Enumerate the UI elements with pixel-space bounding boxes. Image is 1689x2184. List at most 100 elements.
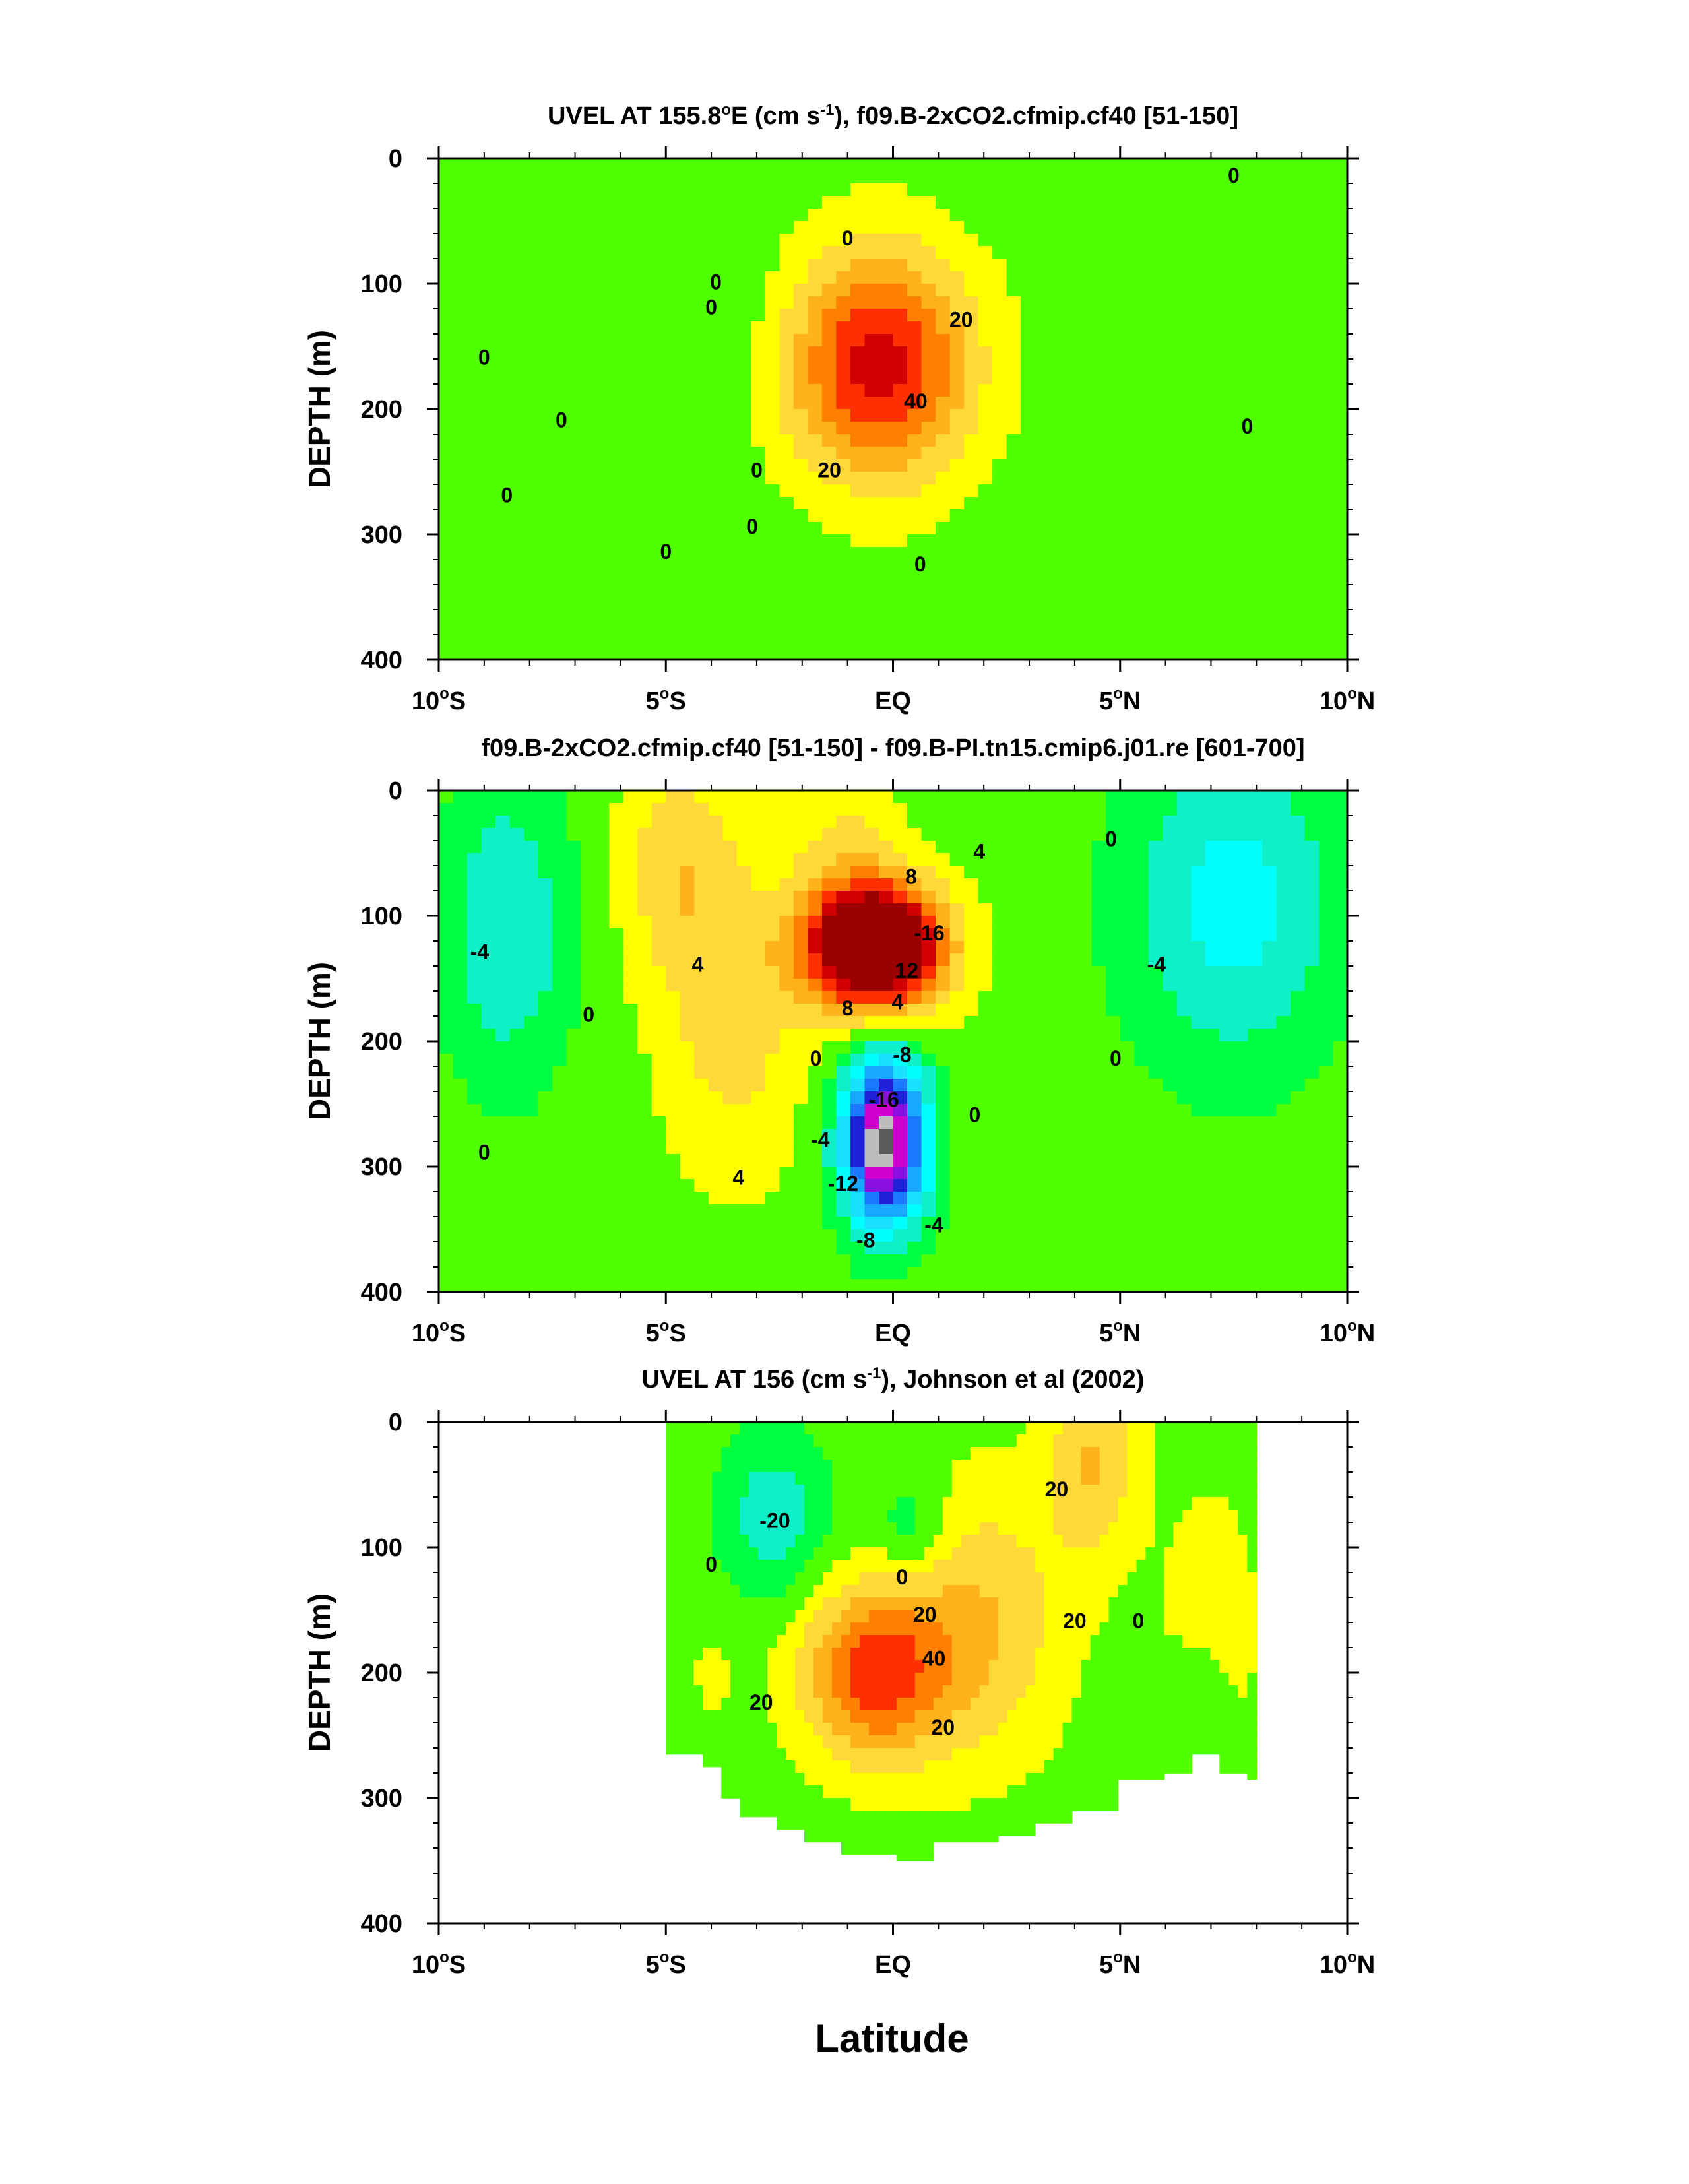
field-cell	[850, 853, 866, 866]
field-cell	[651, 484, 666, 498]
field-cell	[793, 1141, 809, 1155]
field-cell	[921, 1204, 936, 1217]
field-cell	[1191, 234, 1206, 247]
field-cell	[779, 221, 794, 234]
field-cell	[1248, 321, 1263, 335]
field-cell	[1106, 966, 1121, 979]
field-cell	[552, 841, 567, 854]
field-cell	[779, 610, 794, 623]
field-cell	[836, 1041, 851, 1054]
field-cell	[821, 816, 837, 829]
field-cell	[879, 1029, 894, 1042]
field-cell	[1290, 209, 1306, 222]
field-cell	[1091, 271, 1106, 284]
field-cell	[751, 384, 766, 397]
field-cell	[736, 790, 752, 804]
field-cell	[765, 221, 781, 234]
field-cell	[850, 790, 866, 804]
field-cell	[1035, 397, 1050, 410]
field-cell	[538, 979, 553, 992]
field-cell	[481, 484, 496, 498]
field-cell	[936, 991, 951, 1004]
field-cell	[509, 409, 525, 422]
field-cell	[893, 509, 908, 523]
field-cell	[439, 1004, 454, 1017]
field-cell	[1191, 622, 1206, 635]
field-cell	[1021, 246, 1036, 259]
field-cell	[609, 171, 624, 184]
field-cell	[524, 622, 539, 635]
field-cell	[1219, 259, 1234, 272]
field-cell	[1035, 384, 1050, 397]
field-cell	[708, 560, 724, 573]
field-cell	[808, 234, 823, 247]
field-cell	[1176, 878, 1192, 891]
field-cell	[879, 1004, 894, 1017]
field-cell	[1035, 572, 1050, 585]
field-cell	[694, 816, 709, 829]
field-cell	[949, 534, 965, 548]
field-cell	[808, 891, 823, 904]
field-cell	[495, 790, 511, 804]
field-cell	[751, 1116, 766, 1130]
field-cell	[680, 221, 695, 234]
field-cell	[992, 334, 1007, 347]
field-cell	[524, 803, 539, 816]
field-cell	[524, 1029, 539, 1042]
field-cell	[736, 371, 752, 385]
field-cell	[467, 1192, 482, 1205]
field-cell	[453, 991, 468, 1004]
field-cell	[1248, 1204, 1263, 1217]
field-cell	[978, 1029, 993, 1042]
field-cell	[708, 572, 724, 585]
field-cell	[1077, 509, 1093, 523]
field-cell	[978, 1004, 993, 1017]
field-cell	[1021, 1217, 1036, 1230]
field-cell	[666, 183, 681, 197]
field-cell	[1261, 397, 1277, 410]
field-cell	[736, 1041, 752, 1054]
field-cell	[594, 484, 610, 498]
field-cell	[864, 1091, 879, 1105]
field-cell	[736, 1279, 752, 1293]
field-cell	[1205, 484, 1221, 498]
field-cell	[751, 509, 766, 523]
field-cell	[637, 534, 653, 548]
field-cell	[1219, 422, 1234, 435]
field-cell	[765, 547, 781, 560]
field-cell	[949, 572, 965, 585]
field-cell	[594, 635, 610, 648]
field-cell	[453, 610, 468, 623]
field-cell	[1106, 1104, 1121, 1117]
field-cell	[1163, 359, 1178, 372]
field-cell	[907, 371, 922, 385]
field-cell	[949, 183, 965, 197]
field-cell	[964, 1242, 979, 1255]
field-cell	[524, 296, 539, 309]
field-cell	[793, 209, 809, 222]
field-cell	[1049, 1004, 1064, 1017]
field-cell	[1106, 597, 1121, 610]
field-cell	[708, 183, 724, 197]
field-cell	[836, 183, 851, 197]
field-cell	[708, 1254, 724, 1268]
field-cell	[623, 790, 638, 804]
field-cell	[509, 1066, 525, 1079]
field-cell	[666, 610, 681, 623]
field-cell	[1191, 158, 1206, 172]
field-cell	[1191, 434, 1206, 447]
field-cell	[581, 928, 596, 942]
field-cell	[936, 522, 951, 535]
field-cell	[1120, 1129, 1135, 1142]
field-cell	[1219, 1279, 1234, 1293]
field-cell	[864, 1004, 879, 1017]
field-cell	[1106, 1129, 1121, 1142]
field-cell	[1261, 296, 1277, 309]
field-cell	[864, 1204, 879, 1217]
field-cell	[467, 209, 482, 222]
field-cell	[1205, 447, 1221, 460]
field-cell	[1035, 1016, 1050, 1029]
field-cell	[1176, 246, 1192, 259]
field-cell	[907, 259, 922, 272]
field-cell	[1205, 259, 1221, 272]
